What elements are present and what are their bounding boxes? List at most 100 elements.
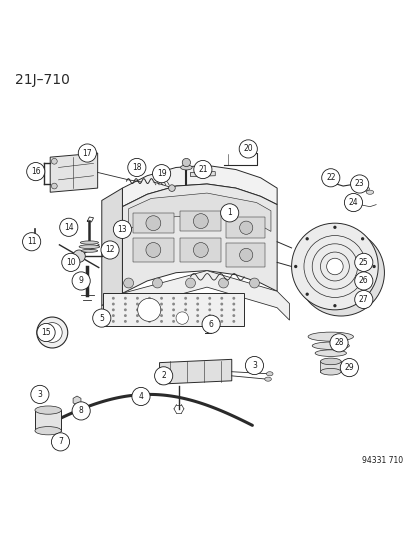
Text: 26: 26: [358, 277, 368, 286]
Circle shape: [51, 433, 69, 451]
Circle shape: [239, 221, 252, 235]
Circle shape: [160, 314, 163, 317]
Circle shape: [26, 163, 45, 181]
Circle shape: [360, 293, 363, 296]
Circle shape: [145, 216, 160, 231]
Polygon shape: [180, 238, 221, 262]
Text: 94331 710: 94331 710: [361, 456, 402, 465]
Circle shape: [123, 297, 126, 300]
Circle shape: [354, 253, 372, 271]
Text: 4: 4: [138, 392, 143, 401]
Circle shape: [220, 320, 223, 323]
Polygon shape: [122, 165, 276, 207]
Ellipse shape: [42, 322, 62, 342]
Circle shape: [196, 309, 199, 311]
Circle shape: [176, 312, 188, 324]
Text: 1: 1: [227, 208, 232, 217]
Circle shape: [184, 303, 187, 305]
Polygon shape: [102, 188, 122, 306]
Ellipse shape: [307, 332, 353, 341]
Circle shape: [59, 218, 78, 236]
Circle shape: [72, 272, 90, 290]
Circle shape: [37, 324, 55, 342]
Circle shape: [193, 160, 211, 179]
Circle shape: [160, 303, 163, 305]
Circle shape: [30, 236, 38, 245]
Circle shape: [185, 278, 195, 288]
Text: 14: 14: [64, 223, 74, 232]
Circle shape: [220, 314, 223, 317]
Circle shape: [232, 297, 235, 300]
Circle shape: [135, 314, 138, 317]
Text: 27: 27: [358, 295, 368, 304]
Circle shape: [372, 265, 375, 268]
Text: 13: 13: [117, 225, 127, 234]
Text: 20: 20: [243, 144, 252, 154]
Circle shape: [332, 225, 336, 229]
Ellipse shape: [37, 317, 68, 348]
Ellipse shape: [35, 406, 61, 414]
Circle shape: [152, 278, 162, 288]
Polygon shape: [133, 213, 173, 233]
Polygon shape: [159, 359, 231, 384]
Circle shape: [148, 314, 151, 317]
Polygon shape: [122, 184, 276, 293]
Circle shape: [218, 278, 228, 288]
Circle shape: [239, 140, 257, 158]
Text: 7: 7: [58, 438, 63, 446]
Circle shape: [329, 334, 347, 352]
Circle shape: [93, 309, 111, 327]
Circle shape: [123, 303, 126, 305]
Polygon shape: [103, 293, 244, 326]
Text: 29: 29: [344, 363, 353, 372]
Circle shape: [123, 309, 126, 311]
Circle shape: [305, 293, 308, 296]
Circle shape: [208, 309, 211, 311]
Circle shape: [148, 303, 151, 305]
Text: 12: 12: [105, 246, 114, 254]
Text: 3: 3: [37, 390, 42, 399]
Ellipse shape: [266, 372, 272, 376]
Circle shape: [135, 303, 138, 305]
Circle shape: [305, 237, 308, 240]
Circle shape: [123, 320, 126, 323]
Text: 3: 3: [252, 361, 256, 370]
Text: 6: 6: [208, 320, 213, 329]
Circle shape: [160, 309, 163, 311]
Circle shape: [360, 237, 363, 240]
Circle shape: [132, 387, 150, 406]
Circle shape: [73, 250, 85, 262]
Circle shape: [184, 297, 187, 300]
Circle shape: [112, 320, 114, 323]
Circle shape: [354, 290, 372, 309]
Circle shape: [232, 320, 235, 323]
Circle shape: [208, 314, 211, 317]
Circle shape: [172, 303, 175, 305]
Ellipse shape: [80, 241, 98, 244]
Circle shape: [208, 303, 211, 305]
Circle shape: [138, 298, 160, 321]
Circle shape: [220, 309, 223, 311]
Circle shape: [220, 297, 223, 300]
Circle shape: [172, 314, 175, 317]
Circle shape: [293, 265, 297, 268]
Circle shape: [220, 303, 223, 305]
Circle shape: [196, 303, 199, 305]
Circle shape: [232, 314, 235, 317]
Circle shape: [78, 144, 96, 162]
Polygon shape: [128, 193, 270, 231]
Text: 25: 25: [358, 258, 368, 267]
Text: 9: 9: [78, 277, 83, 286]
Polygon shape: [190, 172, 215, 176]
Circle shape: [51, 183, 57, 189]
Circle shape: [182, 158, 190, 167]
Ellipse shape: [361, 187, 369, 191]
Text: 10: 10: [66, 258, 76, 267]
Circle shape: [172, 320, 175, 323]
Polygon shape: [50, 153, 97, 192]
Circle shape: [196, 320, 199, 323]
Text: 22: 22: [325, 173, 335, 182]
Circle shape: [193, 214, 208, 229]
Circle shape: [172, 297, 175, 300]
Circle shape: [297, 229, 384, 316]
